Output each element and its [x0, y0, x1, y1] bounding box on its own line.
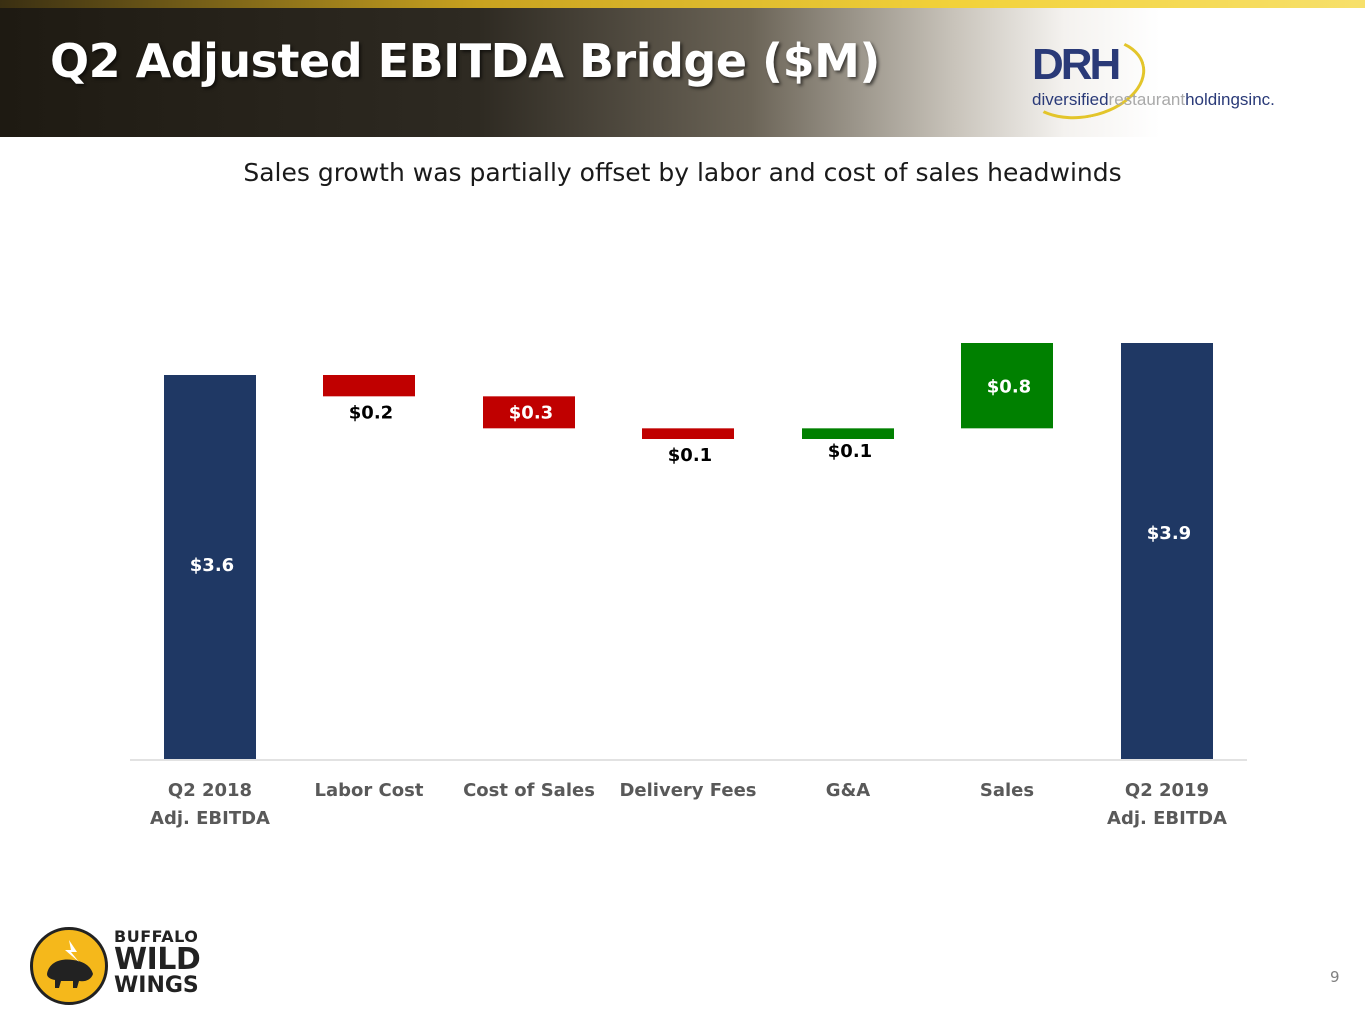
data-label-6: $3.9: [1147, 523, 1191, 544]
page-number: 9: [1330, 968, 1340, 986]
category-label-6-1: Adj. EBITDA: [1107, 808, 1227, 829]
brand-line-3: WINGS: [114, 973, 199, 998]
header-banner: Q2 Adjusted EBITDA Bridge ($M) DRH diver…: [0, 8, 1365, 137]
category-label-4-0: G&A: [826, 780, 870, 801]
category-label-1-0: Labor Cost: [315, 780, 424, 801]
category-label-0-0: Q2 2018: [168, 780, 252, 801]
brand-wordmark: BUFFALO WILD WINGS: [114, 927, 201, 998]
slide-subtitle: Sales growth was partially offset by lab…: [243, 158, 1122, 187]
data-label-2: $0.3: [509, 402, 553, 423]
category-label-3-0: Delivery Fees: [619, 780, 756, 801]
page-title: Q2 Adjusted EBITDA Bridge ($M): [50, 34, 880, 88]
category-label-2-0: Cost of Sales: [463, 780, 595, 801]
data-label-4: $0.1: [828, 441, 872, 462]
bar-3: [642, 428, 734, 439]
brand-line-1: BUFFALO: [114, 927, 199, 946]
bar-1: [323, 375, 415, 397]
logo-word-diversified: diversified: [1032, 90, 1109, 109]
logo-word-holdings: holdingsinc.: [1185, 90, 1275, 109]
category-label-6-0: Q2 2019: [1125, 780, 1209, 801]
category-label-5-0: Sales: [980, 780, 1034, 801]
data-label-3: $0.1: [668, 445, 712, 466]
logo-wordmark: diversifiedrestaurantholdingsinc.: [1032, 90, 1275, 110]
buffalo-silhouette-icon: [47, 940, 93, 988]
header-accent-line: [0, 0, 1365, 8]
data-label-0: $3.6: [190, 555, 234, 576]
buffalo-wild-wings-logo: BUFFALO WILD WINGS: [30, 925, 210, 1007]
logo-mark: DRH: [1032, 40, 1121, 89]
logo-word-restaurant: restaurant: [1108, 90, 1186, 109]
bar-0: [164, 375, 256, 759]
bar-6: [1121, 343, 1213, 759]
buffalo-icon: [30, 927, 108, 1005]
bar-5: [961, 343, 1053, 429]
bar-4: [802, 428, 894, 439]
data-label-1: $0.2: [349, 402, 393, 423]
category-label-0-1: Adj. EBITDA: [150, 808, 270, 829]
data-label-5: $0.8: [987, 377, 1031, 398]
bar-2: [483, 396, 575, 429]
brand-line-2: WILD: [114, 942, 201, 977]
drh-logo: DRH diversifiedrestaurantholdingsinc.: [1015, 25, 1340, 131]
